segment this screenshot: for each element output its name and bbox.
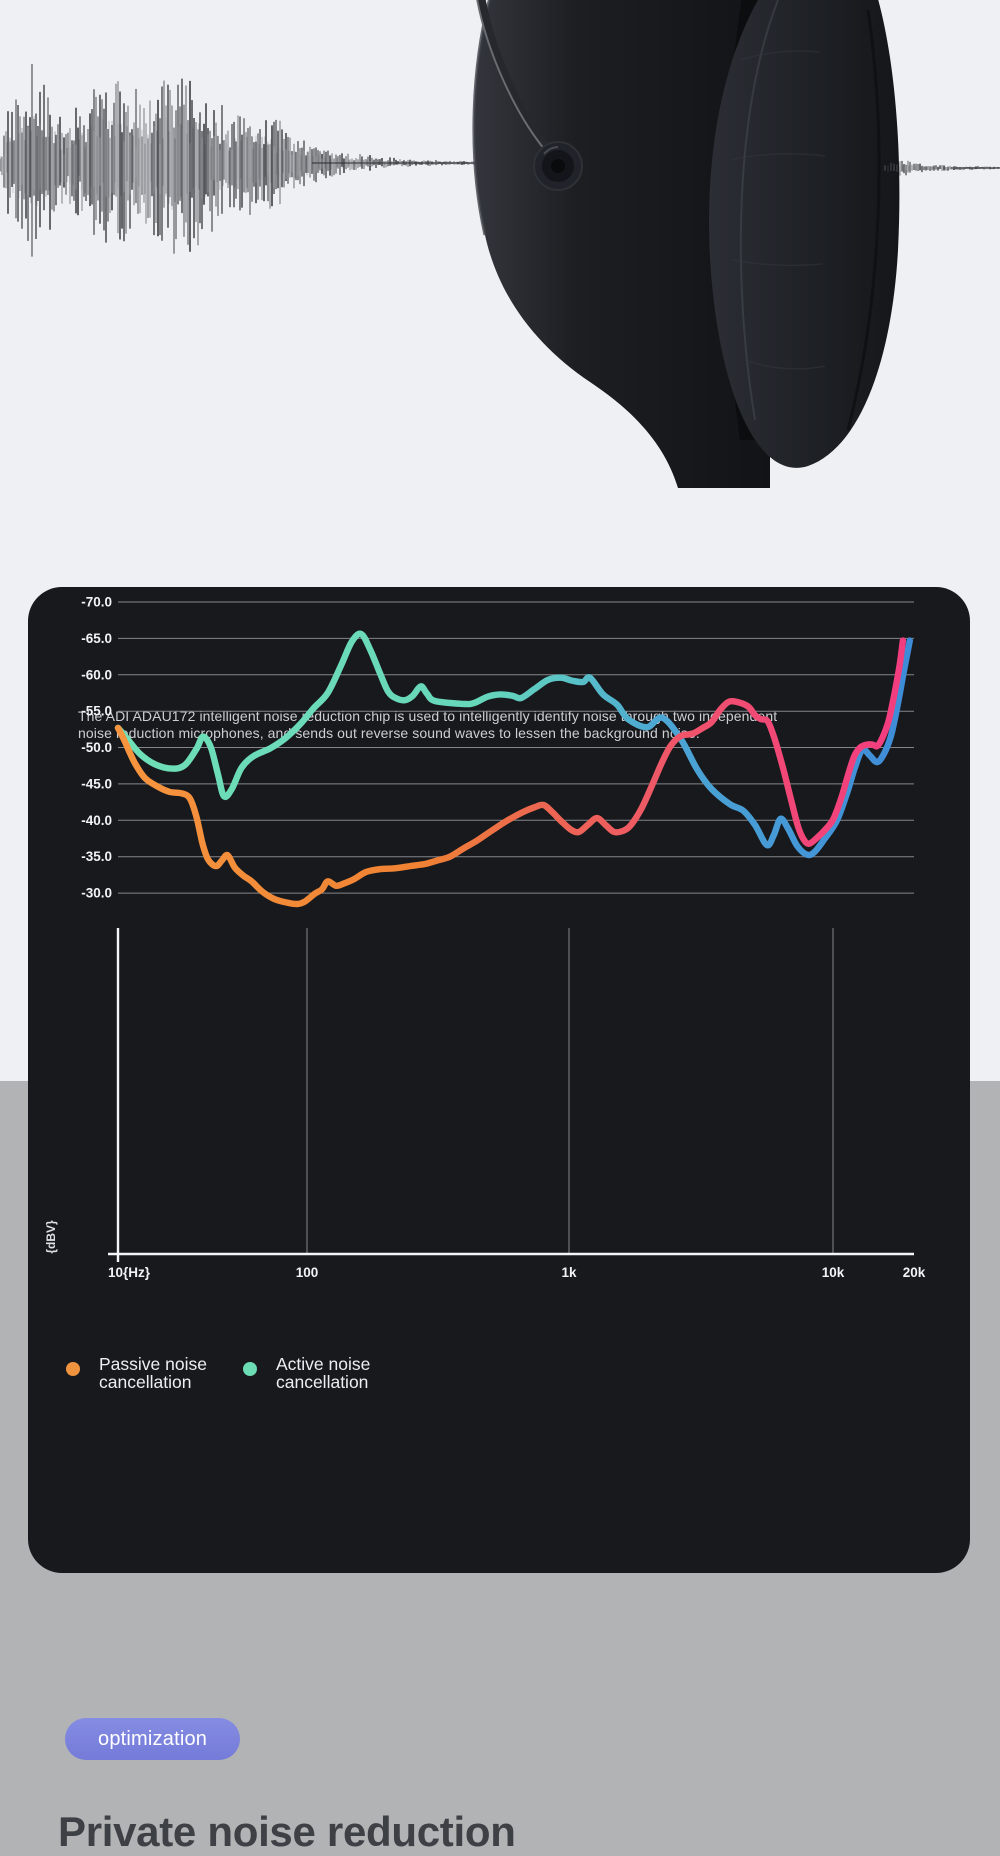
y-axis-labels: -30.0 -35.0 -40.0 -45.0 -50.0 -55.0 -60.0 -65.0… [81, 595, 112, 901]
series-passive [114, 637, 907, 908]
legend-dot-passive [66, 1362, 80, 1376]
headband-wire [476, 0, 559, 163]
frequency-response-chart: -30.0 -35.0 -40.0 -45.0 -50.0 -55.0 -60.0 -65.0… [44, 595, 926, 1281]
legend-label-passive: Passive noise cancellation [99, 1354, 207, 1392]
svg-text:-35.0: -35.0 [81, 849, 112, 864]
svg-text:-40.0: -40.0 [81, 813, 112, 828]
svg-text:10k: 10k [822, 1265, 845, 1280]
hero-section [0, 0, 1000, 580]
section-heading: Private noise reduction [58, 1808, 516, 1855]
svg-text:100: 100 [296, 1265, 319, 1280]
audio-waveform-right [884, 158, 1000, 178]
svg-text:-70.0: -70.0 [81, 595, 112, 610]
chip-description-line2: noise reduction microphones, and sends o… [78, 725, 700, 741]
legend-item-active: Active noise cancellation [242, 1354, 371, 1392]
headphone-image [472, 0, 900, 488]
audio-waveform-left [0, 64, 520, 257]
y-axis-title: {dBV} [44, 1220, 58, 1254]
pivot-screw [533, 141, 583, 191]
svg-text:-55.0: -55.0 [81, 704, 112, 719]
optimization-badge: optimization [65, 1718, 241, 1760]
chip-description-line1: The ADI ADAU172 intelligent noise reduct… [78, 708, 778, 724]
legend-dot-active [242, 1362, 257, 1376]
svg-text:10{Hz}: 10{Hz} [108, 1265, 151, 1280]
x-axis-labels: 10{Hz} 100 1k 10k 20k [108, 1265, 926, 1280]
noise-chart-card: The ADI ADAU172 intelligent noise reduct… [28, 587, 970, 1573]
svg-text:-50.0: -50.0 [81, 740, 112, 755]
svg-text:-60.0: -60.0 [81, 667, 112, 682]
chart-legend: Passive noise cancellation Active noise … [66, 1355, 370, 1391]
ear-cushion [709, 0, 900, 468]
svg-text:-45.0: -45.0 [81, 776, 112, 791]
svg-text:1k: 1k [561, 1265, 577, 1280]
svg-text:20k: 20k [903, 1265, 926, 1280]
chart-gridlines [118, 601, 914, 1254]
legend-item-passive: Passive noise cancellation [66, 1355, 207, 1391]
chip-description: The ADI ADAU172 intelligent noise reduct… [78, 708, 938, 742]
svg-text:-30.0: -30.0 [81, 886, 112, 901]
svg-text:-65.0: -65.0 [81, 631, 112, 646]
series-active [114, 630, 913, 859]
chart-axes [108, 928, 914, 1262]
legend-label-active: Active noise cancellation [275, 1354, 371, 1392]
